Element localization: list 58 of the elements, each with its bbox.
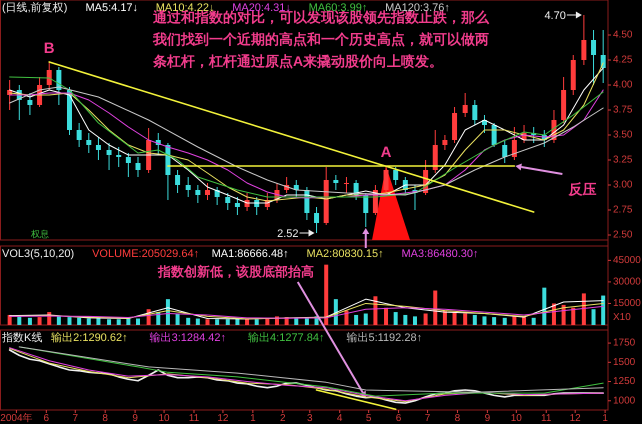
x-tick-label: 12 — [217, 413, 229, 424]
x-tick-label: 11 — [541, 413, 552, 424]
y-tick-label: 3.25 — [613, 154, 633, 166]
x-tick-label: 2004年 — [0, 412, 33, 424]
annotation: 4.70 — [544, 10, 566, 22]
x-tick-label: 11 — [188, 413, 200, 424]
x-tick-label: 5 — [366, 413, 372, 424]
y-tick-label: 4.25 — [613, 54, 633, 66]
y-tick-label: 3.50 — [613, 130, 633, 141]
x-tick-label: 6 — [44, 413, 50, 424]
y-tick-label: 15000 — [613, 298, 642, 310]
text: MA1:86666.48↑ — [212, 248, 289, 260]
annotation: 权息 — [30, 229, 49, 239]
chart-title: 指数K线 — [1, 331, 42, 344]
x-tick-label: 7 — [424, 413, 431, 424]
annotation: 指数创新低，该股底部抬高 — [156, 264, 314, 279]
annotation: 2.52 — [277, 228, 299, 240]
x-tick-label: 12 — [570, 413, 582, 424]
y-tick-label: 2.50 — [613, 230, 633, 241]
y-tick-label: 1500 — [613, 356, 636, 368]
chart-title: VOL3(5,10,20) — [2, 248, 74, 260]
x-tick-label: 9 — [132, 413, 138, 424]
annotation: A — [380, 144, 392, 161]
text: 输出5:1192.28↑ — [346, 331, 422, 344]
y-tick-label: 3.00 — [613, 180, 633, 191]
y-axis-title: X10 — [613, 312, 632, 323]
y-tick-label: 1250 — [613, 376, 636, 388]
y-tick-label: 1000 — [613, 395, 636, 406]
y-tick-label: 1750 — [613, 338, 636, 349]
annotation: B — [44, 40, 55, 57]
x-tick-label: 9 — [484, 413, 491, 424]
series-label: 输出2:1290.62↑ — [51, 331, 128, 344]
x-tick-label: 6 — [396, 413, 402, 424]
text: 输出3:1284.42↑ — [150, 331, 226, 344]
y-tick-label: 4.50 — [613, 30, 633, 41]
x-tick-label: 3 — [307, 413, 314, 424]
text: MA2:80830.15↑ — [306, 248, 384, 260]
x-tick-label: 2 — [280, 413, 286, 424]
annotation: 我们找到一个近期的高点和一个历史高点，就可以做两 — [152, 31, 489, 47]
chart-title: (日线,前复权) — [2, 1, 68, 14]
x-tick-label: 10 — [158, 413, 170, 424]
x-tick-label: 1 — [250, 413, 256, 424]
y-tick-label: 45000 — [613, 255, 642, 266]
x-tick-label: 7 — [72, 413, 78, 424]
x-tick-label: 8 — [102, 413, 108, 424]
text: MA3:86480.30↑ — [401, 248, 479, 260]
text: VOLUME:205029.64↑ — [92, 248, 200, 260]
x-tick-label: 1 — [602, 413, 608, 424]
x-tick-label: 10 — [510, 413, 522, 424]
x-tick-label: 8 — [454, 413, 461, 424]
text: MA5:4.17↓ — [85, 2, 138, 14]
x-tick-label: 4 — [336, 413, 343, 424]
annotation: 反压 — [567, 181, 596, 197]
y-tick-label: 30000 — [613, 276, 642, 288]
y-tick-label: 4.00 — [613, 80, 633, 91]
y-tick-label: 3.75 — [613, 104, 633, 116]
annotation: 条杠杆，杠杆通过原点A来撬动股价向上喷发。 — [152, 53, 444, 69]
y-tick-label: 2.75 — [613, 204, 633, 216]
